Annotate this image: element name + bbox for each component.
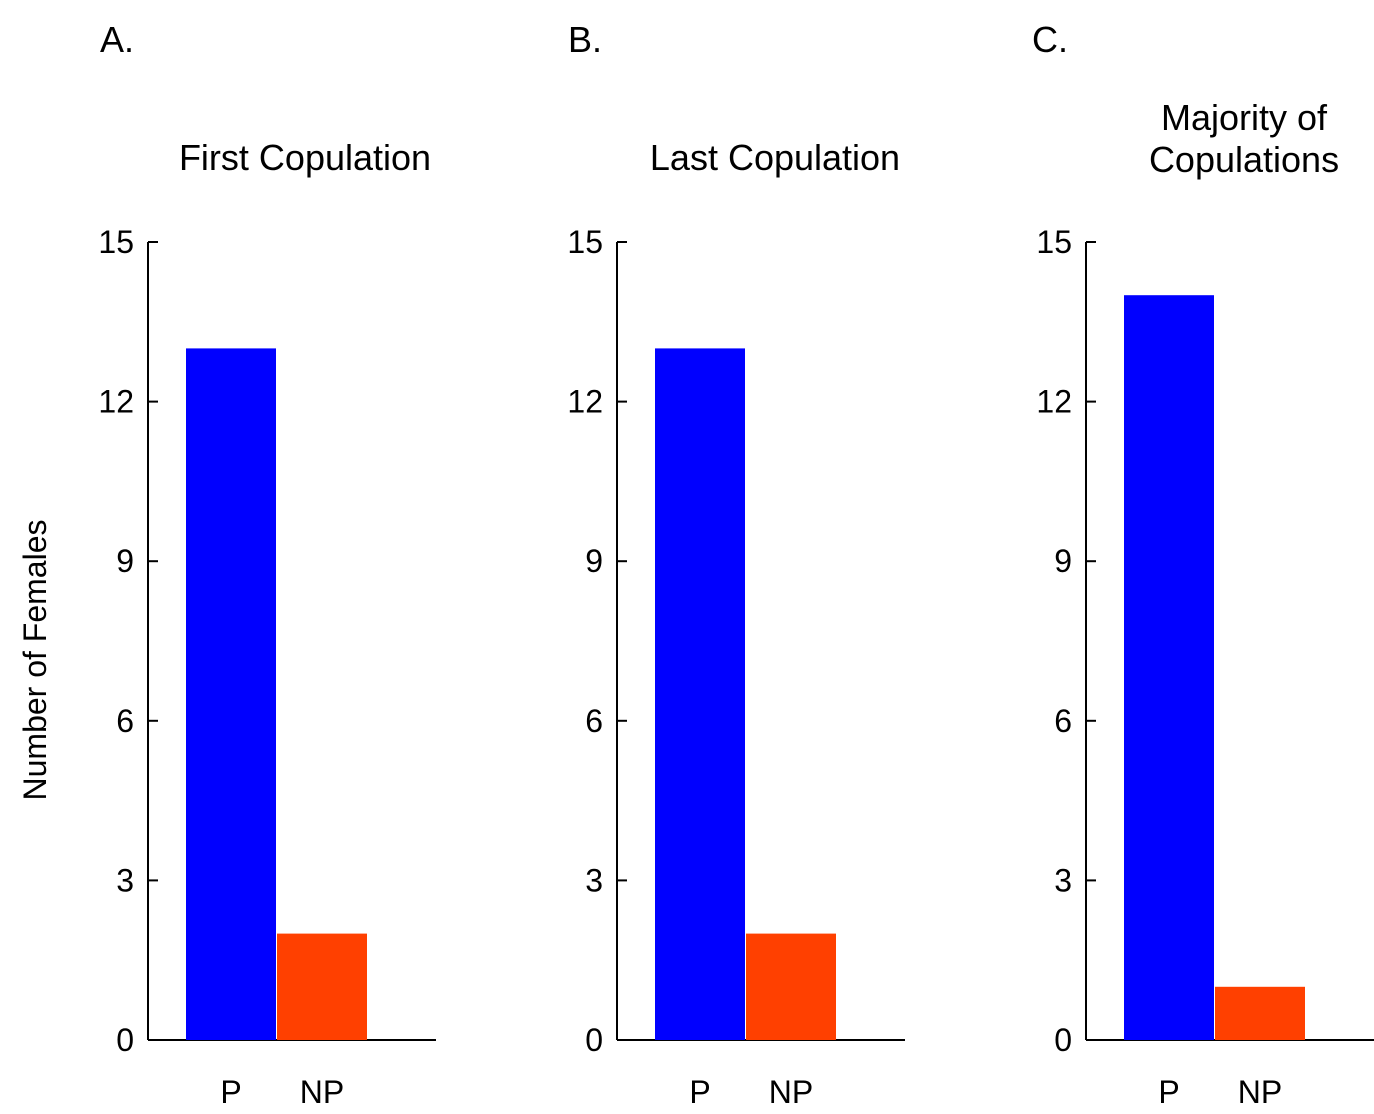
y-tick-label: 12 (567, 384, 603, 420)
category-label: P (1158, 1074, 1179, 1110)
y-tick-label: 6 (1054, 703, 1072, 739)
bar-p (655, 348, 745, 1040)
y-tick-label: 12 (98, 384, 134, 420)
y-tick-label: 15 (567, 224, 603, 260)
y-tick-label: 9 (585, 543, 603, 579)
y-tick-label: 3 (1054, 862, 1072, 898)
category-label: P (220, 1074, 241, 1110)
y-tick-label: 9 (1054, 543, 1072, 579)
y-tick-label: 15 (1036, 224, 1072, 260)
y-axis-label: Number of Females (17, 520, 53, 801)
y-tick-label: 6 (116, 703, 134, 739)
y-tick-label: 12 (1036, 384, 1072, 420)
chart-title: Last Copulation (650, 137, 900, 178)
chart-title: First Copulation (179, 137, 431, 178)
bar-np (1215, 986, 1305, 1040)
category-label: NP (1238, 1074, 1282, 1110)
bar-p (1124, 295, 1214, 1040)
y-tick-label: 6 (585, 703, 603, 739)
panel-a: A. First Copulation 0 3 6 9 12 15 P NP (98, 19, 436, 1110)
category-label: NP (300, 1074, 344, 1110)
y-tick-label: 0 (1054, 1022, 1072, 1058)
y-tick-label: 0 (585, 1022, 603, 1058)
category-label: P (689, 1074, 710, 1110)
bar-p (186, 348, 276, 1040)
chart-title: Majority of (1161, 97, 1328, 138)
y-tick-label: 15 (98, 224, 134, 260)
panel-letter: A. (100, 19, 134, 60)
bar-np (277, 933, 367, 1040)
category-label: NP (769, 1074, 813, 1110)
bar-np (746, 933, 836, 1040)
panel-b: B. Last Copulation 0 3 6 9 12 15 P NP (567, 19, 905, 1110)
panel-letter: C. (1032, 19, 1068, 60)
chart-title: Copulations (1149, 139, 1339, 180)
y-tick-label: 3 (585, 862, 603, 898)
y-tick-label: 3 (116, 862, 134, 898)
panel-letter: B. (568, 19, 602, 60)
y-tick-label: 9 (116, 543, 134, 579)
y-tick-label: 0 (116, 1022, 134, 1058)
